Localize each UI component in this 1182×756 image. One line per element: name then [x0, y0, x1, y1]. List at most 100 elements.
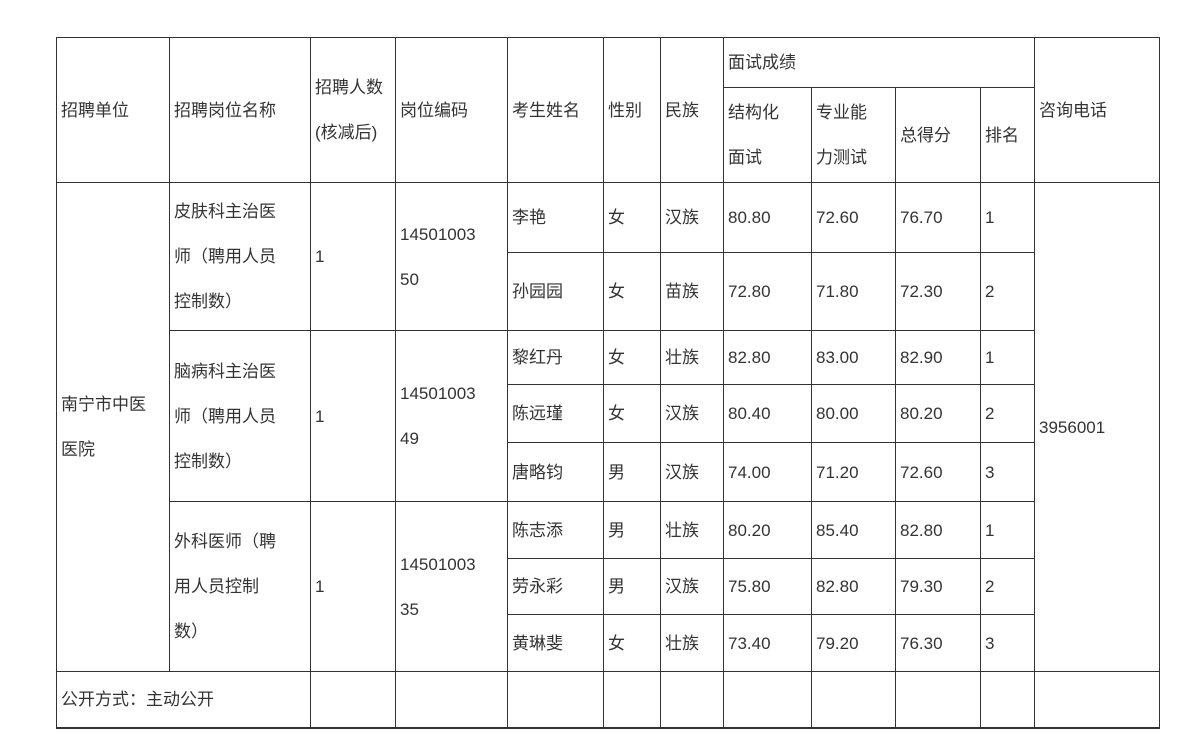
candidate-name-cell: 陈志添: [507, 501, 604, 559]
total-score-cell: 82.80: [895, 501, 981, 559]
table-row: 唐略钧 男 汉族 74.00 71.20 72.60 3: [57, 442, 1160, 502]
structured-score-cell: 80.20: [723, 501, 812, 559]
structured-score-cell: 80.40: [723, 384, 812, 443]
total-score-cell: 82.90: [895, 330, 981, 385]
gender-cell: 女: [603, 330, 661, 385]
table-row: 南宁市中医 医院 皮肤科主治医 师（聘用人员 控制数） 1 14501003 5…: [56, 182, 1160, 672]
empty-cell: [395, 671, 508, 728]
header-row-2: 结构化 面试 专业能 力测试 总得分 排名: [57, 87, 1160, 183]
gender-cell: 男: [603, 558, 661, 615]
professional-score-cell: 71.20: [811, 442, 896, 502]
ethnicity-cell: 汉族: [660, 558, 724, 615]
footer-row: 公开方式：主动公开: [56, 671, 1160, 728]
empty-cell: [723, 671, 812, 728]
empty-cell: [660, 671, 724, 728]
professional-score-cell: 82.80: [811, 558, 896, 615]
total-score-cell: 72.30: [895, 252, 981, 331]
headcount-cell: 1: [310, 330, 396, 502]
position-code-cell: 14501003 49: [395, 330, 508, 502]
empty-cell: [811, 671, 896, 728]
structured-score-cell: 82.80: [723, 330, 812, 385]
gender-cell: 女: [603, 384, 661, 443]
total-score-cell: 79.30: [895, 558, 981, 615]
professional-score-cell: 85.40: [811, 501, 896, 559]
candidate-name-cell: 黎红丹: [507, 330, 604, 385]
col-header-professional-ability: 专业能 力测试: [811, 87, 896, 183]
empty-cell: [1034, 671, 1160, 728]
disclosure-note-cell: 公开方式：主动公开: [56, 671, 311, 728]
candidate-name-cell: 李艳: [507, 182, 604, 253]
rank-cell: 1: [980, 182, 1035, 253]
candidate-name-cell: 陈远瑾: [507, 384, 604, 443]
total-score-cell: 76.30: [895, 614, 981, 672]
structured-score-cell: 74.00: [723, 442, 812, 502]
rank-cell: 2: [980, 558, 1035, 615]
professional-score-cell: 72.60: [811, 182, 896, 253]
professional-score-cell: 80.00: [811, 384, 896, 443]
header-row-1: 招聘单位 招聘岗位名称 招聘人数 (核减后) 岗位编码 考生姓名 性别 民族 面…: [56, 37, 1160, 183]
position-code-cell: 14501003 50: [395, 182, 508, 331]
table-row: 外科医师（聘 用人员控制 数） 1 14501003 35 陈志添 男 壮族 8…: [57, 501, 1160, 672]
rank-cell: 2: [980, 252, 1035, 331]
rank-cell: 2: [980, 384, 1035, 443]
candidate-name-cell: 劳永彩: [507, 558, 604, 615]
empty-cell: [980, 671, 1035, 728]
gender-cell: 男: [603, 442, 661, 502]
position-code-cell: 14501003 35: [395, 501, 508, 672]
ethnicity-cell: 汉族: [660, 182, 724, 253]
table-row: 陈远瑾 女 汉族 80.40 80.00 80.20 2: [57, 384, 1160, 443]
col-header-unit: 招聘单位: [56, 37, 170, 183]
professional-score-cell: 71.80: [811, 252, 896, 331]
position-name-cell: 脑病科主治医 师（聘用人员 控制数）: [169, 330, 311, 502]
structured-score-cell: 72.80: [723, 252, 812, 331]
rank-cell: 1: [980, 501, 1035, 559]
table-row: 劳永彩 男 汉族 75.80 82.80 79.30 2: [57, 558, 1160, 615]
structured-score-cell: 73.40: [723, 614, 812, 672]
col-header-candidate: 考生姓名: [507, 37, 604, 183]
phone-number-cell: 3956001: [1034, 182, 1160, 672]
gender-cell: 女: [603, 182, 661, 253]
gender-cell: 男: [603, 501, 661, 559]
headcount-cell: 1: [310, 182, 396, 331]
col-header-ethnicity: 民族: [660, 37, 724, 183]
rank-cell: 1: [980, 330, 1035, 385]
col-header-gender: 性别: [603, 37, 661, 183]
rank-cell: 3: [980, 614, 1035, 672]
col-header-interview-score-group: 面试成绩: [723, 37, 1035, 88]
col-header-rank: 排名: [980, 87, 1035, 183]
empty-cell: [603, 671, 661, 728]
structured-score-cell: 75.80: [723, 558, 812, 615]
empty-cell: [895, 671, 981, 728]
ethnicity-cell: 汉族: [660, 442, 724, 502]
ethnicity-cell: 壮族: [660, 614, 724, 672]
col-header-phone: 咨询电话: [1034, 37, 1160, 183]
ethnicity-cell: 苗族: [660, 252, 724, 331]
table-row: 孙园园 女 苗族 72.80 71.80 72.30 2: [57, 252, 1160, 331]
unit-name-cell: 南宁市中医 医院: [56, 182, 170, 672]
ethnicity-cell: 壮族: [660, 501, 724, 559]
interview-scores-table: 招聘单位 招聘岗位名称 招聘人数 (核减后) 岗位编码 考生姓名 性别 民族 面…: [56, 37, 1160, 729]
total-score-cell: 72.60: [895, 442, 981, 502]
rank-cell: 3: [980, 442, 1035, 502]
candidate-name-cell: 唐略钧: [507, 442, 604, 502]
position-name-cell: 皮肤科主治医 师（聘用人员 控制数）: [169, 182, 311, 331]
professional-score-cell: 83.00: [811, 330, 896, 385]
structured-score-cell: 80.80: [723, 182, 812, 253]
candidate-name-cell: 孙园园: [507, 252, 604, 331]
ethnicity-cell: 壮族: [660, 330, 724, 385]
empty-cell: [310, 671, 396, 728]
col-header-total-score: 总得分: [895, 87, 981, 183]
col-header-headcount: 招聘人数 (核减后): [310, 37, 396, 183]
position-name-cell: 外科医师（聘 用人员控制 数）: [169, 501, 311, 672]
total-score-cell: 76.70: [895, 182, 981, 253]
candidate-name-cell: 黄琳斐: [507, 614, 604, 672]
empty-cell: [507, 671, 604, 728]
total-score-cell: 80.20: [895, 384, 981, 443]
col-header-position: 招聘岗位名称: [169, 37, 311, 183]
professional-score-cell: 79.20: [811, 614, 896, 672]
ethnicity-cell: 汉族: [660, 384, 724, 443]
table-row: 脑病科主治医 师（聘用人员 控制数） 1 14501003 49 黎红丹 女 壮…: [57, 330, 1160, 502]
col-header-position-code: 岗位编码: [395, 37, 508, 183]
col-header-structured-interview: 结构化 面试: [723, 87, 812, 183]
